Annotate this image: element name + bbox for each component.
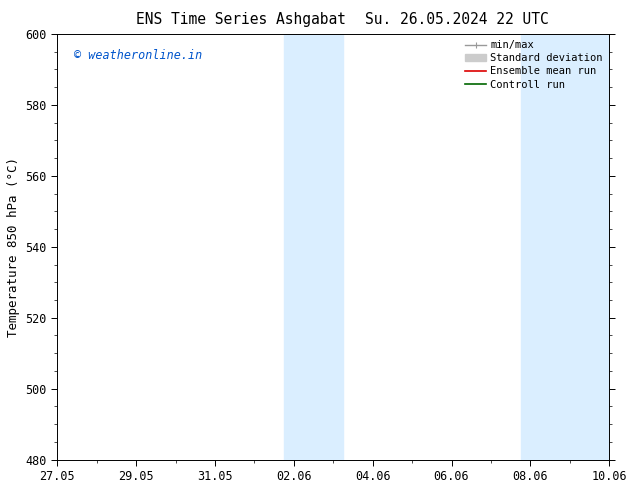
Y-axis label: Temperature 850 hPa (°C): Temperature 850 hPa (°C) <box>7 157 20 337</box>
Legend: min/max, Standard deviation, Ensemble mean run, Controll run: min/max, Standard deviation, Ensemble me… <box>462 36 607 94</box>
Bar <box>284 34 343 460</box>
Text: Su. 26.05.2024 22 UTC: Su. 26.05.2024 22 UTC <box>365 12 548 27</box>
Text: ENS Time Series Ashgabat: ENS Time Series Ashgabat <box>136 12 346 27</box>
Text: © weatheronline.in: © weatheronline.in <box>74 49 202 62</box>
Bar <box>540 34 609 460</box>
Bar <box>521 34 540 460</box>
